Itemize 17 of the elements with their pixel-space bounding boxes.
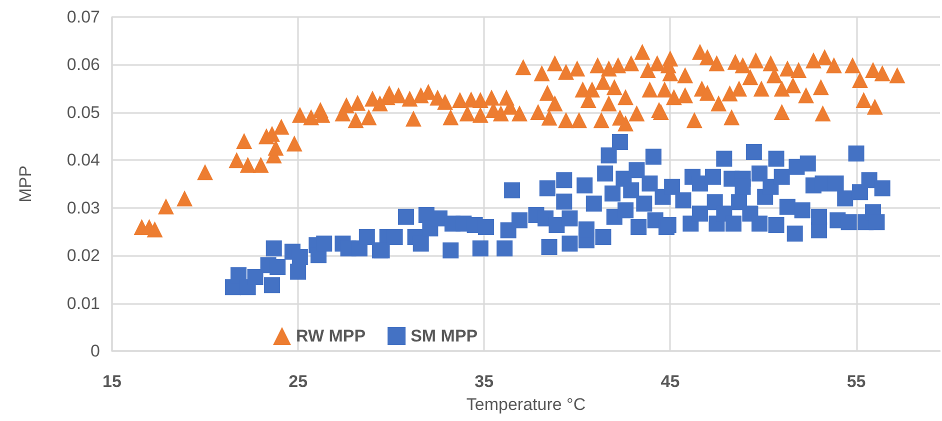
legend-label: SM MPP — [410, 326, 478, 346]
x-tick-label: 35 — [474, 372, 494, 391]
x-axis-title: Temperature °C — [466, 395, 586, 414]
y-tick-label: 0.04 — [66, 150, 100, 170]
y-tick-label: 0.02 — [66, 246, 100, 266]
y-tick-label: 0.03 — [66, 198, 100, 218]
y-tick-label: 0.07 — [66, 8, 100, 26]
y-tick-label: 0.05 — [66, 102, 100, 122]
y-tick-label: 0.06 — [66, 55, 100, 74]
y-tick-label: 0.01 — [66, 294, 100, 313]
x-tick-label: 25 — [288, 372, 308, 391]
x-tick-label: 45 — [660, 372, 680, 391]
y-axis-title: MPP — [16, 166, 35, 202]
x-tick-label: 15 — [102, 372, 122, 391]
y-tick-label: 0 — [90, 342, 100, 360]
legend-label: RW MPP — [296, 326, 366, 346]
x-tick-label: 55 — [846, 372, 866, 391]
